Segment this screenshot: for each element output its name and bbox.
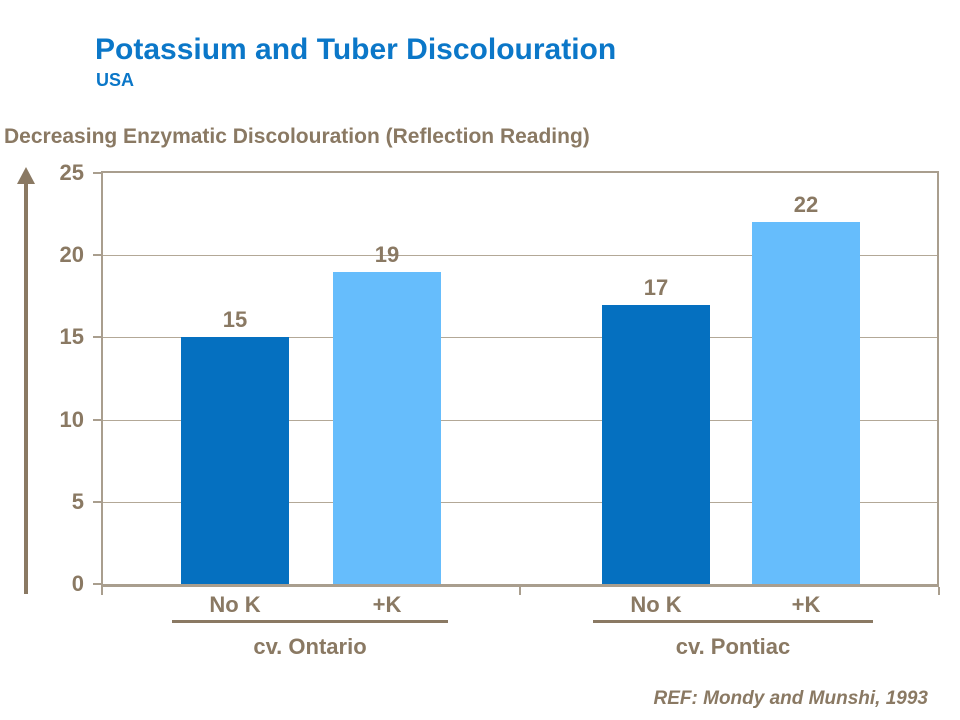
y-tick-label-25: 25 xyxy=(59,160,84,185)
page-title: Potassium and Tuber Discolouration xyxy=(95,33,617,66)
category-label-cv-pontiac-k: +K xyxy=(791,592,821,617)
y-tick-label-10: 10 xyxy=(59,407,84,432)
plot-area xyxy=(101,171,939,587)
group-label-cv-pontiac: cv. Pontiac xyxy=(675,634,791,659)
reference-text: REF: Mondy and Munshi, 1993 xyxy=(653,688,928,709)
y-tick-mark-5 xyxy=(93,501,101,503)
y-tick-mark-25 xyxy=(93,172,101,174)
bar-value-label-cv-ontario-k: 19 xyxy=(374,242,400,267)
y-tick-label-15: 15 xyxy=(59,324,84,349)
bar-cv-ontario-no-k xyxy=(181,337,289,584)
gridline-15 xyxy=(103,337,937,338)
group-label-cv-ontario: cv. Ontario xyxy=(253,634,367,659)
category-label-cv-pontiac-no-k: No K xyxy=(630,592,682,617)
bar-value-label-cv-pontiac-k: 22 xyxy=(793,192,819,217)
page-subtitle: USA xyxy=(96,70,135,90)
category-label-cv-ontario-k: +K xyxy=(372,592,402,617)
y-tick-mark-0 xyxy=(93,583,101,585)
bar-value-label-cv-pontiac-no-k: 17 xyxy=(643,275,669,300)
bar-cv-pontiac-no-k xyxy=(602,305,710,584)
x-tick-mark-0 xyxy=(101,587,103,595)
x-tick-mark-2 xyxy=(938,587,940,595)
group-underline-cv-pontiac xyxy=(593,620,873,623)
arrow-up-icon xyxy=(17,167,35,184)
x-tick-mark-1 xyxy=(519,587,521,595)
gridline-10 xyxy=(103,420,937,421)
y-tick-mark-20 xyxy=(93,254,101,256)
bar-cv-ontario-k xyxy=(333,272,441,584)
gridline-5 xyxy=(103,502,937,503)
bar-value-label-cv-ontario-no-k: 15 xyxy=(222,307,248,332)
y-tick-label-0: 0 xyxy=(71,571,84,596)
y-axis-title: Decreasing Enzymatic Discolouration (Ref… xyxy=(4,125,590,148)
category-label-cv-ontario-no-k: No K xyxy=(209,592,261,617)
y-tick-label-20: 20 xyxy=(59,242,84,267)
gridline-20 xyxy=(103,255,937,256)
bar-cv-pontiac-k xyxy=(752,222,860,584)
y-tick-label-5: 5 xyxy=(71,489,84,514)
y-tick-mark-10 xyxy=(93,419,101,421)
group-underline-cv-ontario xyxy=(172,620,448,623)
y-tick-mark-15 xyxy=(93,336,101,338)
y-axis-arrow-line xyxy=(24,184,28,594)
